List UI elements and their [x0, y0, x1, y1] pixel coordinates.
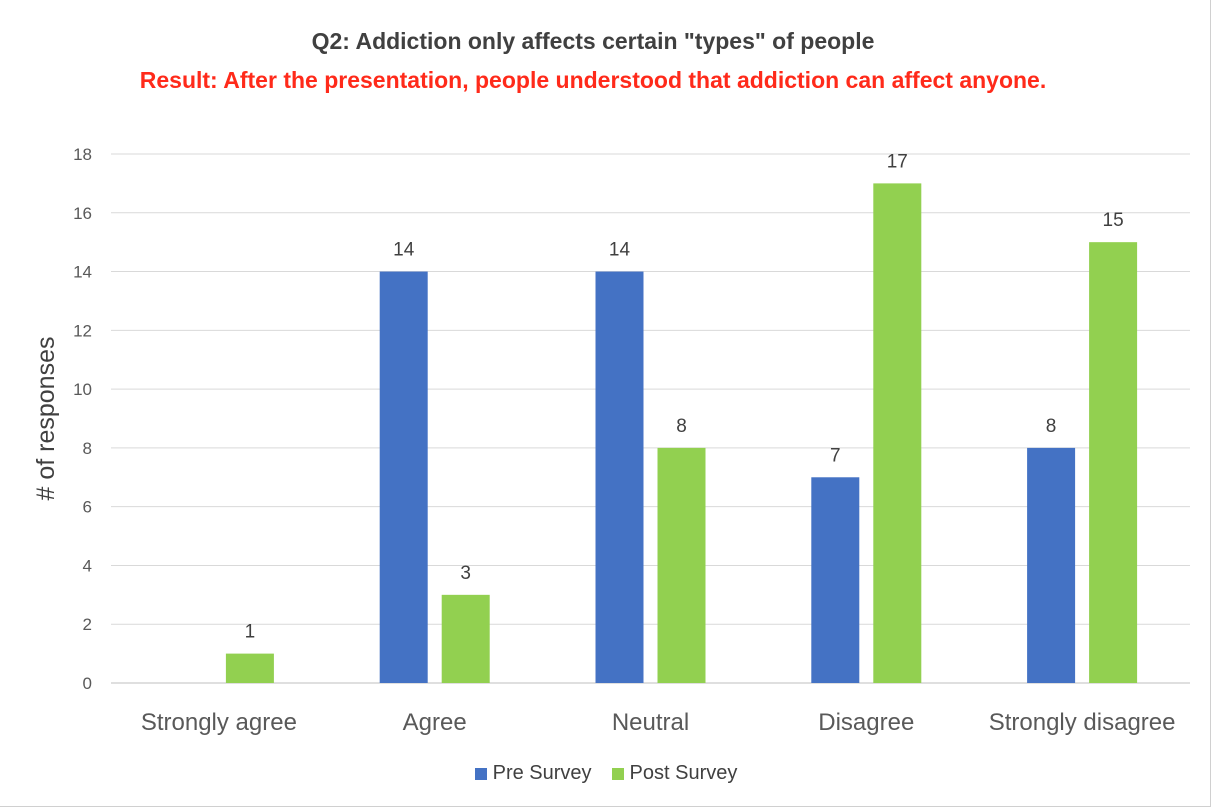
bar-pre-4 — [1027, 447, 1076, 683]
data-label: 8 — [1046, 416, 1057, 437]
legend-label-post-survey: Post Survey — [629, 762, 738, 784]
y-tick-label: 4 — [83, 556, 92, 575]
data-label: 1 — [245, 622, 256, 643]
x-tick-label: Agree — [403, 709, 467, 736]
x-tick-label: Strongly disagree — [989, 709, 1176, 736]
bar-pre-2 — [595, 271, 644, 683]
x-tick-label: Disagree — [818, 709, 914, 736]
y-tick-label: 14 — [73, 263, 92, 282]
bar-pre-1 — [379, 271, 428, 683]
y-tick-label: 18 — [73, 145, 92, 164]
legend-swatch-pre-survey — [474, 767, 487, 780]
chart-title: Q2: Addiction only affects certain "type… — [311, 28, 875, 54]
bar-post-1 — [441, 594, 490, 683]
x-tick-label: Strongly agree — [141, 709, 297, 736]
bar-post-4 — [1089, 242, 1138, 683]
data-label: 3 — [460, 563, 471, 584]
y-axis-label: # of responses — [32, 337, 60, 501]
bar-pre-3 — [811, 477, 860, 683]
chart-subtitle: Result: After the presentation, people u… — [139, 67, 1047, 93]
bar-post-3 — [873, 183, 922, 683]
legend-swatch-post-survey — [611, 767, 624, 780]
x-tick-label: Neutral — [612, 709, 689, 736]
y-tick-label: 0 — [83, 674, 92, 693]
bar-post-0 — [225, 653, 274, 683]
legend-item-pre-survey: Pre Survey — [474, 762, 592, 785]
data-label: 17 — [887, 151, 908, 172]
y-tick-label: 10 — [73, 380, 92, 399]
bar-post-2 — [657, 447, 706, 683]
y-tick-label: 12 — [73, 321, 92, 340]
data-label: 7 — [830, 445, 841, 466]
legend-label-pre-survey: Pre Survey — [492, 762, 592, 784]
legend-item-post-survey: Post Survey — [611, 762, 738, 785]
y-tick-label: 6 — [83, 498, 92, 517]
data-label: 14 — [393, 240, 415, 261]
y-tick-label: 16 — [73, 204, 92, 223]
legend: Pre Survey Post Survey — [0, 762, 1212, 785]
data-label: 8 — [676, 416, 687, 437]
y-tick-label: 8 — [83, 439, 92, 458]
y-tick-label: 2 — [83, 615, 92, 634]
data-label: 14 — [609, 240, 631, 261]
data-label: 15 — [1103, 210, 1124, 231]
